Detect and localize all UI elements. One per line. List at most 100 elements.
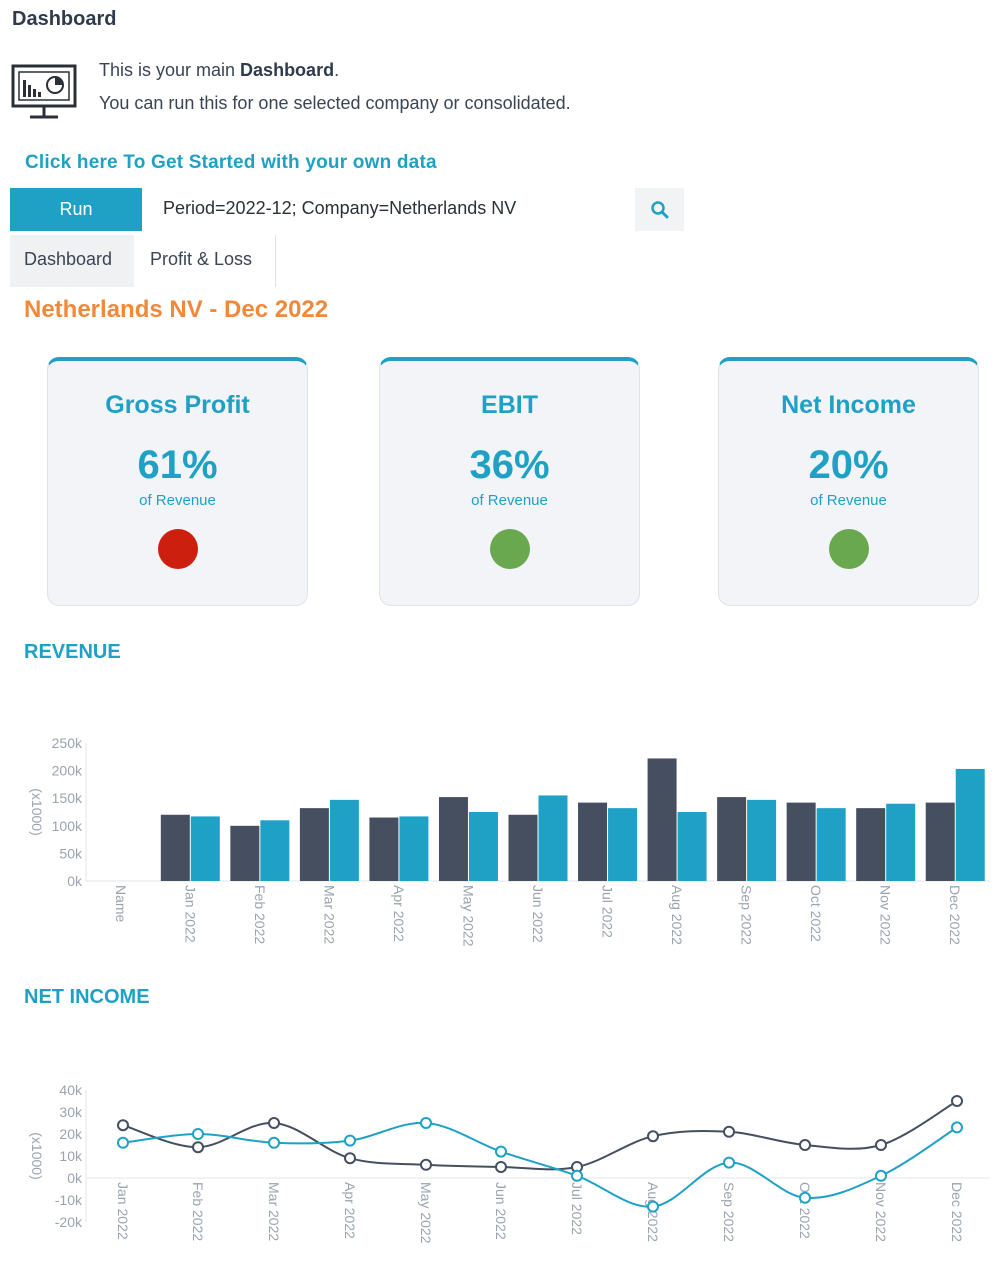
net-income-point bbox=[420, 1117, 432, 1129]
revenue-bar bbox=[816, 808, 846, 881]
net-income-point bbox=[192, 1128, 204, 1140]
y-tick-label: 10k bbox=[59, 1148, 83, 1164]
intro-line-1: This is your main Dashboard. bbox=[99, 60, 340, 80]
revenue-bar bbox=[647, 758, 677, 881]
x-tick-label: Sep 2022 bbox=[739, 885, 755, 945]
net-income-point bbox=[192, 1141, 204, 1154]
net-income-chart-title: NET INCOME bbox=[24, 986, 150, 1008]
run-button[interactable]: Run bbox=[10, 188, 142, 231]
search-icon bbox=[650, 200, 668, 218]
revenue-chart-title: REVENUE bbox=[24, 641, 121, 663]
x-tick-label: Jun 2022 bbox=[530, 885, 546, 943]
status-indicator bbox=[157, 529, 198, 569]
x-tick-label: May 2022 bbox=[460, 885, 476, 947]
intro-panel: This is your main Dashboard. You can run… bbox=[10, 54, 710, 128]
x-tick-label: Jun 2022 bbox=[493, 1182, 509, 1240]
x-tick-label: Jul 2022 bbox=[569, 1182, 585, 1235]
net-income-point bbox=[495, 1161, 507, 1173]
net-income-point bbox=[951, 1095, 963, 1107]
revenue-bar bbox=[369, 817, 399, 881]
net-income-line-2 bbox=[122, 1121, 958, 1208]
kpi-title: Gross Profit bbox=[105, 391, 250, 419]
x-tick-label: Dec 2022 bbox=[947, 885, 963, 945]
x-tick-label: Apr 2022 bbox=[391, 885, 407, 942]
net-income-point bbox=[117, 1119, 129, 1132]
kpi-card-ebit: EBIT 36% of Revenue bbox=[379, 357, 640, 606]
revenue-bar bbox=[747, 799, 777, 881]
revenue-bar bbox=[856, 808, 886, 881]
x-tick-label: Aug 2022 bbox=[669, 885, 685, 945]
revenue-bar bbox=[190, 816, 220, 881]
search-button[interactable] bbox=[635, 188, 684, 231]
x-tick-label: Mar 2022 bbox=[266, 1182, 282, 1241]
net-income-point bbox=[268, 1136, 280, 1149]
x-tick-label: Feb 2022 bbox=[252, 885, 268, 944]
net-income-point bbox=[647, 1130, 659, 1143]
kpi-value: 20% bbox=[808, 443, 889, 487]
revenue-bar bbox=[608, 808, 638, 881]
net-income-chart: -20k -10k 0k 10k 20k 30k 40k (x1000) Jan 2022 Feb… bbox=[29, 1082, 990, 1244]
x-tick-label: Sep 2022 bbox=[721, 1182, 737, 1242]
x-tick-label: Oct 2022 bbox=[797, 1182, 813, 1239]
revenue-bar bbox=[538, 795, 568, 881]
revenue-bar bbox=[438, 797, 468, 881]
net-income-point bbox=[420, 1158, 432, 1171]
revenue-bar bbox=[230, 825, 260, 881]
net-income-point bbox=[799, 1139, 811, 1151]
kpi-subtitle: of Revenue bbox=[810, 492, 887, 509]
tab-profit-loss[interactable]: Profit & Loss bbox=[134, 235, 276, 287]
x-tick-label: Jan 2022 bbox=[115, 1182, 131, 1240]
kpi-subtitle: of Revenue bbox=[471, 492, 548, 509]
revenue-bar bbox=[886, 803, 916, 881]
run-parameters: Period=2022-12; Company=Netherlands NV bbox=[163, 198, 517, 218]
net-income-point bbox=[495, 1145, 507, 1158]
kpi-title: Net Income bbox=[781, 391, 916, 419]
x-tick-label: Apr 2022 bbox=[342, 1182, 358, 1239]
net-income-point bbox=[723, 1156, 735, 1169]
y-tick-label: 20k bbox=[59, 1126, 83, 1142]
x-tick-label: Nov 2022 bbox=[878, 885, 894, 945]
y-tick-label: -10k bbox=[55, 1192, 83, 1208]
intro-line-2: You can run this for one selected compan… bbox=[99, 93, 571, 113]
net-income-point bbox=[723, 1125, 735, 1138]
y-tick-label: 150k bbox=[52, 790, 83, 806]
revenue-bar bbox=[786, 802, 816, 881]
revenue-bar bbox=[955, 768, 985, 881]
get-started-link[interactable]: Click here To Get Started with your own … bbox=[25, 152, 437, 173]
net-income-point bbox=[344, 1152, 356, 1165]
dashboard-monitor-icon bbox=[11, 64, 77, 119]
x-tick-label: Jan 2022 bbox=[182, 885, 198, 943]
net-income-line-1 bbox=[122, 1100, 958, 1171]
revenue-bar bbox=[578, 802, 608, 881]
net-income-point bbox=[571, 1169, 583, 1182]
net-income-point bbox=[647, 1200, 659, 1213]
y-axis-label: (x1000) bbox=[29, 1132, 45, 1179]
y-tick-label: 0k bbox=[67, 873, 83, 889]
status-indicator bbox=[828, 529, 869, 569]
revenue-bar bbox=[677, 812, 707, 881]
revenue-bar bbox=[260, 820, 290, 881]
x-tick-label: Name bbox=[113, 885, 129, 923]
kpi-title: EBIT bbox=[481, 391, 538, 419]
y-tick-label: 200k bbox=[52, 763, 83, 779]
kpi-card-net-income: Net Income 20% of Revenue bbox=[718, 357, 979, 606]
net-income-point bbox=[344, 1134, 356, 1147]
y-tick-label: 250k bbox=[52, 735, 83, 751]
x-tick-label: May 2022 bbox=[418, 1182, 434, 1244]
page-title: Dashboard bbox=[12, 8, 117, 30]
tab-dashboard[interactable]: Dashboard bbox=[10, 235, 134, 287]
y-tick-label: 50k bbox=[59, 845, 83, 861]
y-tick-label: 100k bbox=[52, 818, 83, 834]
y-tick-label: -20k bbox=[55, 1214, 83, 1230]
tab-bar: Dashboard Profit & Loss bbox=[10, 235, 276, 287]
net-income-point bbox=[268, 1117, 280, 1129]
revenue-bar bbox=[160, 814, 190, 881]
report-title: Netherlands NV - Dec 2022 bbox=[24, 296, 329, 323]
kpi-card-gross-profit: Gross Profit 61% of Revenue bbox=[47, 357, 308, 606]
revenue-bar bbox=[468, 812, 498, 881]
y-axis-label: (x1000) bbox=[29, 788, 45, 835]
revenue-bar bbox=[399, 816, 429, 881]
x-tick-label: Jul 2022 bbox=[600, 885, 616, 938]
status-indicator bbox=[489, 529, 530, 569]
intro-line-1-bold: Dashboard bbox=[240, 60, 335, 80]
